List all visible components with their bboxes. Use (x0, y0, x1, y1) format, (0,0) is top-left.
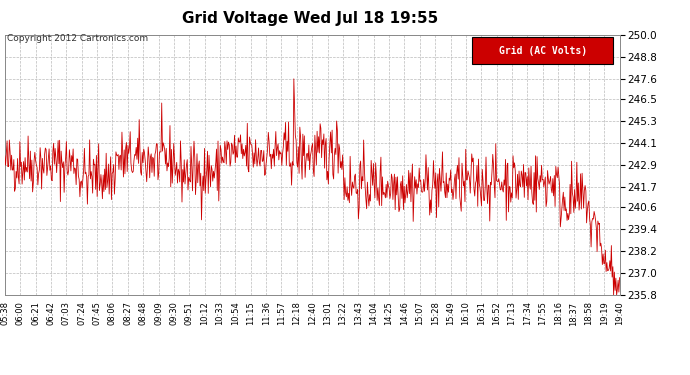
Text: Grid Voltage Wed Jul 18 19:55: Grid Voltage Wed Jul 18 19:55 (182, 11, 439, 26)
FancyBboxPatch shape (472, 38, 613, 63)
Text: Grid (AC Volts): Grid (AC Volts) (499, 45, 586, 56)
Text: Copyright 2012 Cartronics.com: Copyright 2012 Cartronics.com (7, 34, 148, 43)
